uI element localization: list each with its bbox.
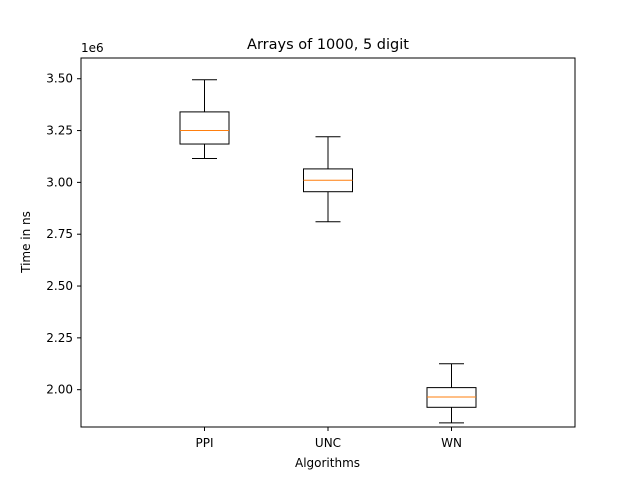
box-iqr <box>426 387 477 408</box>
plot-area: 2.00 2.25 2.50 2.75 3.00 3.25 3.50 PPI UNC WN <box>46 57 576 450</box>
y-axis-label: Time in ns <box>19 211 33 274</box>
x-tick-label: PPI <box>195 436 213 450</box>
y-tick-label: 2.00 <box>46 383 73 397</box>
chart-title: Arrays of 1000, 5 digit <box>247 37 409 53</box>
y-tick-label: 3.50 <box>46 72 73 86</box>
y-tick-label: 2.50 <box>46 279 73 293</box>
y-tick-label: 2.75 <box>46 227 73 241</box>
y-tick-label: 3.00 <box>46 175 73 189</box>
y-tick-label: 3.25 <box>46 124 73 138</box>
x-tick-label: UNC <box>315 436 341 450</box>
box-iqr <box>179 111 230 145</box>
axes-frame <box>80 57 576 428</box>
x-tick-label: WN <box>441 436 462 450</box>
y-tick-label: 2.25 <box>46 331 73 345</box>
y-offset-label: 1e6 <box>81 41 104 55</box>
x-axis-label: Algorithms <box>295 456 360 470</box>
